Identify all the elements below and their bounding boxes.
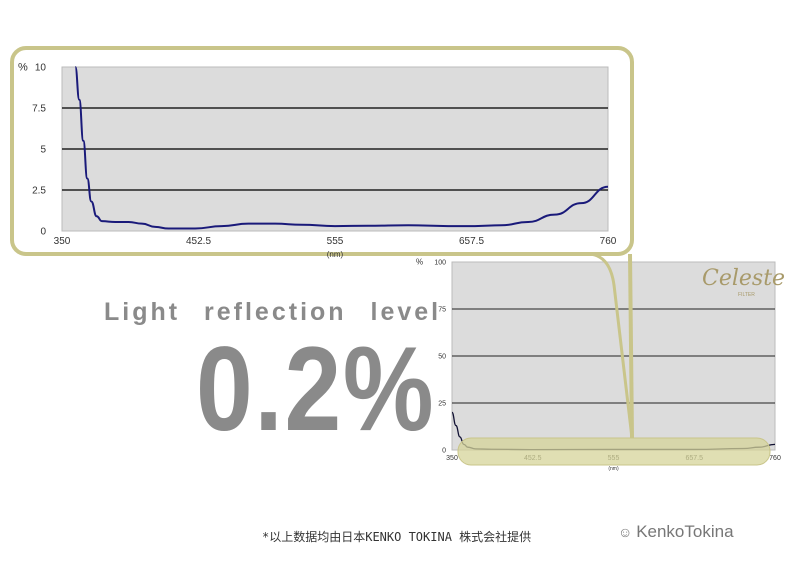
headline: Light reflection level — [104, 298, 442, 326]
y-axis-label: % — [416, 257, 423, 266]
y-tick-label: 50 — [438, 353, 446, 360]
x-axis-label: (nm) — [327, 250, 344, 259]
x-tick-label: 760 — [769, 455, 781, 462]
brand-name: KenkoTokina — [636, 522, 734, 541]
connector-line — [628, 253, 634, 439]
celeste-logo: Celeste — [702, 266, 786, 291]
y-tick-label: 10 — [35, 63, 47, 74]
y-tick-label: 2.5 — [32, 186, 46, 197]
y-tick-label: 25 — [438, 400, 446, 407]
y-tick-label: 75 — [438, 306, 446, 313]
y-axis-label: % — [18, 62, 28, 74]
x-tick-label: 657.5 — [459, 236, 484, 247]
footer-note: *以上数据均由日本KENKO TOKINA 株式会社提供 — [262, 530, 532, 544]
y-tick-label: 100 — [434, 259, 446, 266]
wechat-icon: ☺ — [618, 524, 637, 540]
zoom-frame — [10, 46, 634, 256]
series-line — [74, 66, 609, 230]
x-tick-label: 760 — [600, 236, 617, 247]
zoom-highlight — [457, 437, 771, 466]
x-tick-label: 555 — [327, 236, 344, 247]
x-tick-label: 350 — [446, 455, 458, 462]
y-tick-label: 7.5 — [32, 104, 46, 115]
x-tick-label: 452.5 — [186, 236, 211, 247]
x-tick-label: 350 — [54, 236, 71, 247]
y-tick-label: 0 — [40, 227, 46, 238]
celeste-logo-sub: FILTER — [738, 292, 755, 298]
x-axis-label: (nm) — [608, 466, 619, 472]
brand-label: ☺ KenkoTokina — [618, 522, 734, 542]
connector-curve — [589, 252, 634, 439]
y-tick-label: 0 — [442, 447, 446, 454]
y-tick-label: 5 — [40, 145, 46, 156]
big-value: 0.2% — [196, 322, 436, 456]
